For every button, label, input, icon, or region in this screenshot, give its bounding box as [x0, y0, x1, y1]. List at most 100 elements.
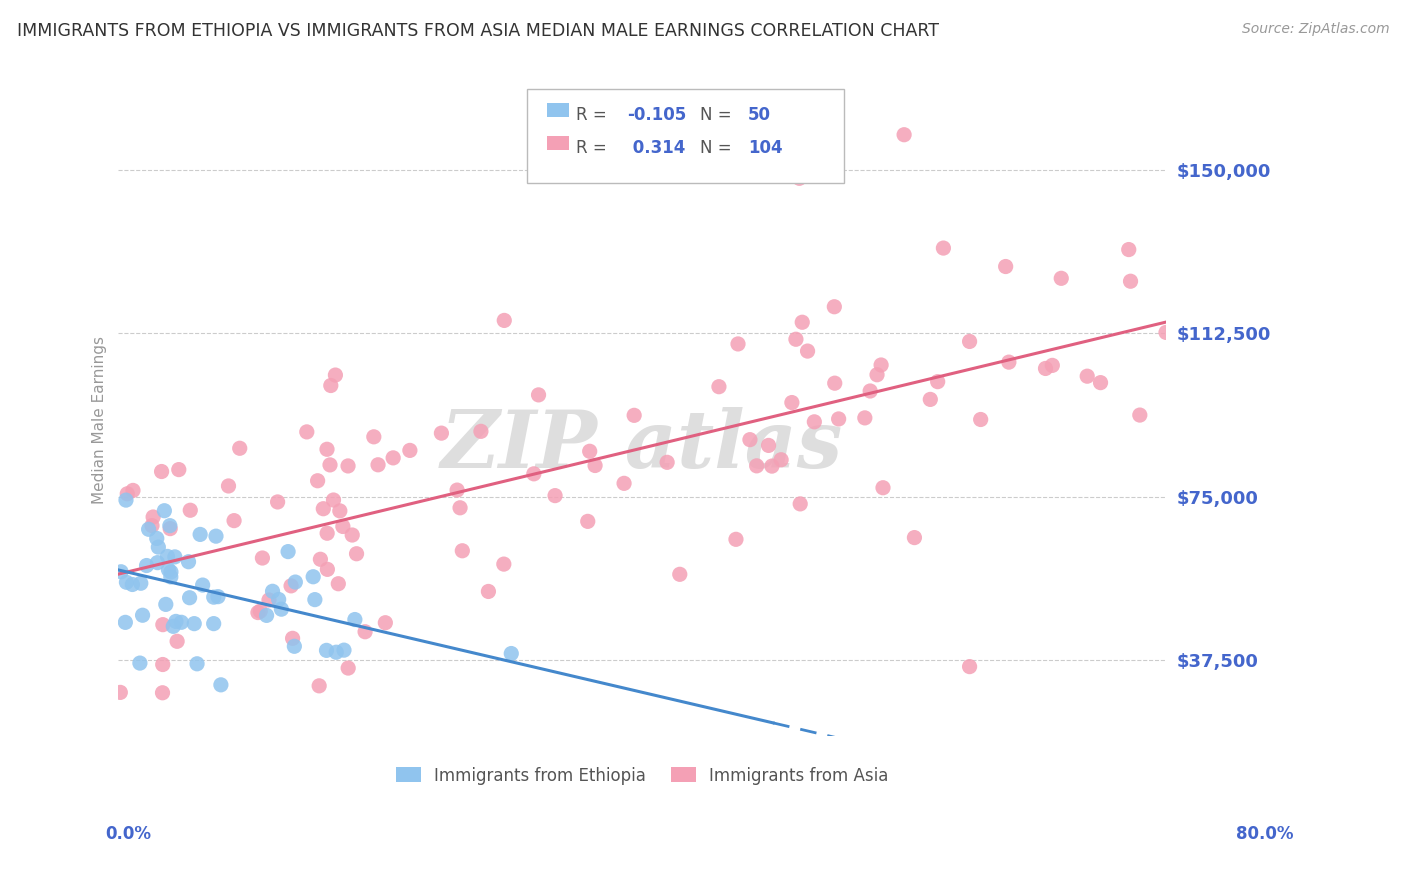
- Point: [337, 458, 360, 473]
- Point: [325, 645, 347, 659]
- Point: [316, 562, 339, 576]
- Point: [872, 481, 894, 495]
- Point: [707, 380, 730, 394]
- Point: [363, 430, 385, 444]
- Point: [159, 570, 181, 584]
- Point: [959, 334, 981, 349]
- Text: N =: N =: [700, 139, 737, 157]
- Point: [110, 685, 132, 699]
- Point: [745, 458, 768, 473]
- Point: [789, 171, 811, 186]
- Point: [1119, 274, 1142, 288]
- Point: [893, 128, 915, 142]
- Point: [613, 476, 636, 491]
- Point: [994, 260, 1017, 274]
- Point: [309, 552, 332, 566]
- Point: [576, 514, 599, 528]
- Point: [668, 567, 690, 582]
- Text: IMMIGRANTS FROM ETHIOPIA VS IMMIGRANTS FROM ASIA MEDIAN MALE EARNINGS CORRELATIO: IMMIGRANTS FROM ETHIOPIA VS IMMIGRANTS F…: [17, 22, 939, 40]
- Point: [824, 376, 846, 391]
- Point: [470, 425, 492, 439]
- Point: [222, 514, 245, 528]
- Point: [160, 565, 183, 579]
- Point: [1118, 243, 1140, 257]
- Point: [316, 442, 339, 457]
- Point: [1035, 361, 1057, 376]
- Point: [257, 593, 280, 607]
- Point: [451, 543, 474, 558]
- Text: 0.0%: 0.0%: [105, 825, 152, 843]
- Point: [246, 606, 269, 620]
- Point: [277, 544, 299, 558]
- Point: [266, 495, 288, 509]
- Point: [209, 678, 232, 692]
- Point: [337, 661, 360, 675]
- Point: [170, 615, 193, 630]
- Point: [135, 558, 157, 573]
- Point: [308, 679, 330, 693]
- Point: [150, 465, 173, 479]
- Point: [399, 443, 422, 458]
- Point: [315, 643, 337, 657]
- Point: [583, 458, 606, 473]
- Point: [142, 510, 165, 524]
- Point: [492, 557, 515, 571]
- Point: [177, 555, 200, 569]
- Point: [162, 619, 184, 633]
- Point: [1040, 359, 1063, 373]
- Point: [167, 462, 190, 476]
- Point: [527, 388, 550, 402]
- Point: [932, 241, 955, 255]
- Point: [163, 549, 186, 564]
- Point: [322, 493, 344, 508]
- Point: [785, 332, 807, 346]
- Point: [343, 613, 366, 627]
- Point: [166, 634, 188, 648]
- Point: [141, 518, 163, 533]
- Point: [229, 442, 252, 456]
- Point: [152, 617, 174, 632]
- Text: R =: R =: [576, 139, 613, 157]
- Point: [853, 410, 876, 425]
- Point: [523, 467, 546, 481]
- Point: [449, 500, 471, 515]
- Point: [1129, 408, 1152, 422]
- Point: [959, 659, 981, 673]
- Point: [477, 584, 499, 599]
- Point: [374, 615, 396, 630]
- Point: [823, 300, 845, 314]
- Point: [283, 640, 305, 654]
- Point: [623, 409, 645, 423]
- Point: [218, 479, 240, 493]
- Point: [382, 450, 405, 465]
- Point: [302, 570, 325, 584]
- Point: [146, 556, 169, 570]
- Point: [758, 438, 780, 452]
- Point: [866, 368, 889, 382]
- Point: [332, 519, 354, 533]
- Point: [262, 584, 284, 599]
- Point: [969, 412, 991, 426]
- Point: [796, 344, 818, 359]
- Point: [207, 590, 229, 604]
- Point: [110, 565, 132, 579]
- Point: [307, 474, 329, 488]
- Point: [870, 358, 893, 372]
- Point: [319, 458, 342, 472]
- Point: [256, 608, 278, 623]
- Point: [249, 604, 271, 618]
- Point: [205, 529, 228, 543]
- Point: [129, 656, 152, 670]
- Point: [153, 504, 176, 518]
- Point: [927, 375, 949, 389]
- Point: [121, 577, 143, 591]
- Point: [738, 433, 761, 447]
- Point: [188, 527, 211, 541]
- Y-axis label: Median Male Earnings: Median Male Earnings: [93, 336, 107, 504]
- Point: [115, 493, 138, 508]
- Point: [138, 522, 160, 536]
- Point: [329, 504, 352, 518]
- Point: [367, 458, 389, 472]
- Point: [186, 657, 208, 671]
- Point: [780, 395, 803, 409]
